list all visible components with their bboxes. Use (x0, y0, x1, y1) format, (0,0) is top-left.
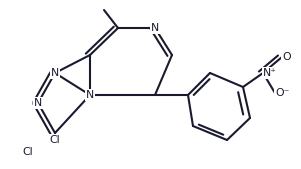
Text: Cl: Cl (50, 135, 60, 145)
Text: N: N (51, 68, 59, 78)
Text: N: N (34, 98, 42, 108)
Text: N⁺: N⁺ (263, 68, 277, 78)
Text: N: N (151, 23, 159, 33)
Text: N: N (86, 90, 94, 100)
Text: O⁻: O⁻ (275, 88, 289, 98)
Text: Cl: Cl (23, 147, 33, 157)
Text: O: O (282, 52, 291, 62)
